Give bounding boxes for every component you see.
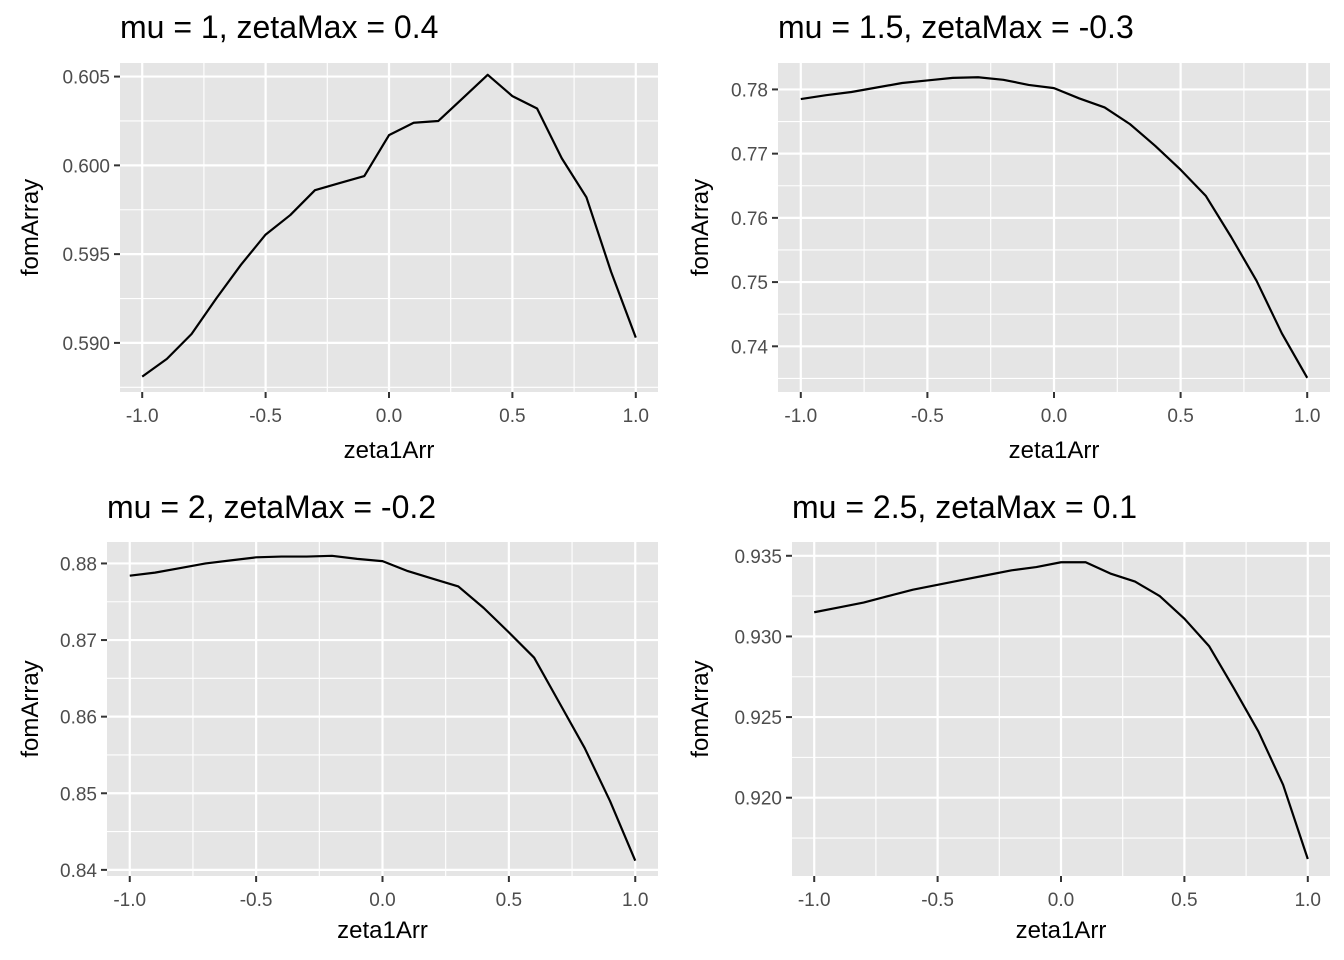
chart-title: mu = 2.5, zetaMax = 0.1 (792, 489, 1137, 525)
panel-4: -1.0 -0.5 0.0 0.5 1.0 0.920 0.925 0.930 0.935 mu … (687, 489, 1330, 944)
y-tick-label: 0.85 (60, 784, 97, 805)
series-line (129, 554, 637, 862)
chart-title: mu = 1.5, zetaMax = -0.3 (778, 9, 1134, 45)
series-line (141, 73, 637, 378)
x-tick-label: 1.0 (622, 890, 648, 911)
x-tick-label: -0.5 (911, 406, 944, 427)
x-tick-label: 0.0 (1041, 406, 1067, 427)
y-tick-label: 0.920 (734, 789, 782, 810)
y-axis-title: fomArray (17, 660, 44, 757)
x-tick-label: 1.0 (1294, 406, 1320, 427)
y-tick-label: 0.925 (734, 708, 782, 729)
y-tick-label: 0.78 (731, 80, 768, 101)
x-tick-label: 0.0 (369, 890, 395, 911)
panel-3: -1.0 -0.5 0.0 0.5 1.0 0.84 0.85 0.86 0.87 0.88 mu … (17, 489, 658, 944)
x-tick-label: 0.0 (376, 406, 402, 427)
x-tick-label: 0.5 (1167, 406, 1193, 427)
x-tick-label: 0.5 (1171, 890, 1197, 911)
x-axis-title: zeta1Arr (344, 437, 435, 464)
x-tick-label: 1.0 (623, 406, 649, 427)
x-tick-label: 0.0 (1048, 890, 1074, 911)
y-axis-title: fomArray (687, 179, 714, 276)
y-tick-label: 0.77 (731, 145, 768, 166)
chart-title: mu = 2, zetaMax = -0.2 (107, 489, 436, 525)
x-tick-label: 1.0 (1295, 890, 1321, 911)
y-axis-title: fomArray (687, 660, 714, 757)
chart-title: mu = 1, zetaMax = 0.4 (120, 9, 438, 45)
x-tick-label: -0.5 (921, 890, 954, 911)
y-tick-label: 0.87 (60, 631, 97, 652)
y-tick-label: 0.75 (731, 273, 768, 294)
y-tick-label: 0.605 (62, 68, 110, 89)
x-axis-title: zeta1Arr (337, 917, 428, 944)
panel-2: -1.0 -0.5 0.0 0.5 1.0 0.74 0.75 0.76 0.77 0.78 mu … (687, 9, 1330, 464)
y-tick-label: 0.74 (731, 337, 768, 358)
y-tick-label: 0.930 (734, 627, 782, 648)
series-line (813, 561, 1309, 860)
x-tick-label: -1.0 (113, 890, 146, 911)
x-axis-title: zeta1Arr (1016, 917, 1107, 944)
y-tick-label: 0.600 (62, 156, 110, 177)
x-tick-label: -0.5 (249, 406, 282, 427)
x-tick-label: -1.0 (798, 890, 831, 911)
series-line (800, 76, 1309, 379)
x-tick-label: 0.5 (499, 406, 525, 427)
y-tick-label: 0.88 (60, 554, 97, 575)
y-tick-label: 0.590 (62, 334, 110, 355)
y-tick-label: 0.86 (60, 708, 97, 729)
x-tick-label: -0.5 (240, 890, 273, 911)
x-tick-label: 0.5 (496, 890, 522, 911)
y-tick-label: 0.595 (62, 245, 110, 266)
y-axis-title: fomArray (17, 179, 44, 276)
y-tick-label: 0.84 (60, 861, 97, 882)
panel-1: -1.0 -0.5 0.0 0.5 1.0 0.590 0.595 0.600 0.605 mu … (17, 9, 658, 464)
y-tick-label: 0.935 (734, 547, 782, 568)
x-tick-label: -1.0 (126, 406, 159, 427)
y-tick-label: 0.76 (731, 209, 768, 230)
x-axis-title: zeta1Arr (1009, 437, 1100, 464)
x-tick-label: -1.0 (784, 406, 817, 427)
